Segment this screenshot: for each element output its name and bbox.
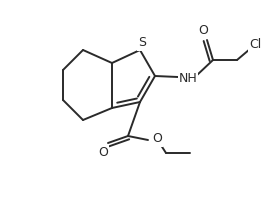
- Text: O: O: [98, 146, 108, 158]
- Text: NH: NH: [179, 72, 197, 84]
- Text: S: S: [138, 36, 146, 50]
- Text: O: O: [198, 25, 208, 37]
- Text: O: O: [152, 132, 162, 146]
- Text: Cl: Cl: [249, 38, 261, 52]
